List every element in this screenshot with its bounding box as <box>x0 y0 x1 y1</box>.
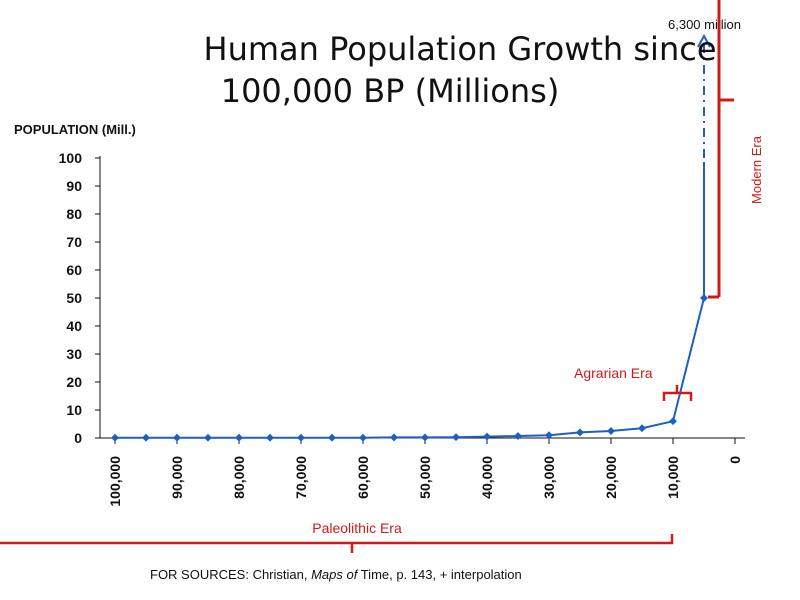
data-point <box>173 433 181 442</box>
chart-title: Human Population Growth since 100,000 BP… <box>150 28 770 112</box>
data-point <box>483 432 491 441</box>
data-point <box>669 417 677 426</box>
data-point <box>142 433 150 442</box>
agrarian-era-label: Agrarian Era <box>574 365 653 381</box>
y-tick-label: 60 <box>66 262 82 278</box>
y-axis-label: POPULATION (Mill.) <box>14 122 136 137</box>
data-point <box>359 433 367 442</box>
x-tick-label: 30,000 <box>541 456 557 499</box>
paleolithic-era-label: Paleolithic Era <box>312 520 402 536</box>
y-tick-label: 40 <box>66 318 82 334</box>
x-tick-label: 50,000 <box>417 456 433 499</box>
data-point <box>328 433 336 442</box>
data-point <box>111 433 119 442</box>
y-tick-label: 50 <box>66 290 82 306</box>
y-tick-label: 100 <box>59 150 83 166</box>
data-point <box>390 433 398 442</box>
y-tick-label: 90 <box>66 178 82 194</box>
data-point <box>452 433 460 442</box>
source-book-title: Maps of <box>311 567 358 582</box>
modern-top-label: 6,300 million <box>668 17 741 32</box>
source-suffix: Time, p. 143, + interpolation <box>357 567 522 582</box>
data-point <box>514 432 522 440</box>
chart-title-line-1: Human Population Growth since <box>203 30 717 68</box>
y-tick-label: 30 <box>66 346 82 362</box>
data-point <box>576 428 584 437</box>
y-tick-label: 80 <box>66 206 82 222</box>
data-point <box>297 433 305 442</box>
population-line <box>115 297 705 439</box>
data-point <box>607 427 615 435</box>
y-tick-label: 20 <box>66 374 82 390</box>
source-note: FOR SOURCES: Christian, Maps of Time, p.… <box>150 567 522 582</box>
x-tick-label: 0 <box>727 456 743 464</box>
x-tick-label: 70,000 <box>293 456 309 499</box>
x-tick-label: 20,000 <box>603 456 619 499</box>
y-tick-label: 0 <box>74 430 82 446</box>
x-tick-label: 80,000 <box>231 456 247 499</box>
y-tick-label: 10 <box>66 402 82 418</box>
x-tick-label: 100,000 <box>107 456 123 507</box>
y-tick-label: 70 <box>66 234 82 250</box>
x-tick-label: 40,000 <box>479 456 495 499</box>
x-tick-label: 60,000 <box>355 456 371 499</box>
modern-era-label: Modern Era <box>749 135 764 204</box>
data-point <box>235 433 243 442</box>
chart-title-line-2: 100,000 BP (Millions) <box>220 72 560 110</box>
data-point <box>204 433 212 442</box>
data-point <box>638 424 646 433</box>
x-tick-label: 10,000 <box>665 456 681 499</box>
paleolithic-era-bracket <box>0 534 674 545</box>
data-point <box>545 431 553 440</box>
data-point <box>421 433 429 442</box>
off-scale-arrowhead <box>697 33 711 48</box>
data-point <box>266 433 274 442</box>
x-tick-label: 90,000 <box>169 456 185 499</box>
source-prefix: FOR SOURCES: Christian, <box>150 567 312 582</box>
